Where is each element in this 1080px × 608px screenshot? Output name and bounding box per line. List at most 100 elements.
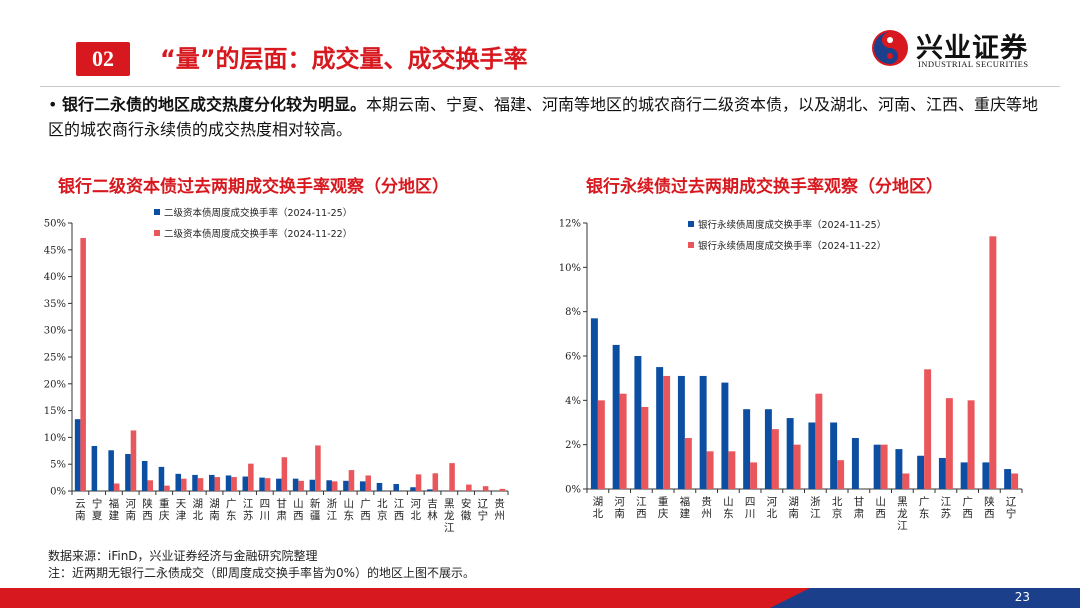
legend-swatch: [154, 209, 160, 215]
bar-previous-河南: [619, 393, 627, 489]
bar-current-广东: [225, 475, 232, 491]
bar-current-贵州: [699, 375, 707, 489]
logo-chinese-text: 兴业证券: [916, 33, 1028, 64]
y-tick-label: 35%: [44, 299, 66, 310]
bar-previous-吉林: [432, 473, 439, 491]
bar-previous-重庆: [164, 485, 170, 491]
legend-label: 二级资本债周度成交换手率（2024-11-22）: [164, 228, 352, 240]
bar-current-山西: [873, 444, 881, 489]
bullet-dot-icon: •: [48, 95, 58, 114]
x-tick-label: 贵州: [494, 497, 505, 522]
bar-previous-北京: [837, 460, 845, 489]
x-tick-label: 北京: [832, 496, 843, 520]
x-tick-label: 安徽: [461, 497, 472, 522]
bar-current-湖北: [192, 474, 198, 491]
summary-bold-text: 银行二永债的地区成交热度分化较为明显。: [62, 95, 367, 114]
legend-swatch: [688, 242, 694, 248]
summary-text: 本期云南、宁夏、福建、河南等地区的城农商行二级资本债，以及湖北、河南、江西、重庆…: [48, 95, 1039, 139]
bar-current-河南: [125, 454, 131, 491]
bar-previous-山西: [880, 444, 888, 489]
brand-logo: 兴业证券 INDUSTRIAL SECURITIES: [870, 26, 1060, 72]
x-tick-label: 江西: [636, 496, 647, 520]
logo-mark-icon: [872, 30, 908, 66]
page-number: 23: [1014, 590, 1030, 604]
x-tick-label: 四川: [260, 498, 271, 522]
bar-current-山西: [292, 478, 299, 491]
y-tick-label: 20%: [44, 379, 66, 390]
bar-previous-四川: [264, 478, 271, 491]
bar-current-河北: [764, 409, 772, 489]
x-tick-label: 云南: [75, 498, 86, 522]
x-tick-label: 河北: [767, 496, 778, 520]
y-tick-label: 0%: [50, 487, 66, 498]
bar-current-浙江: [326, 480, 332, 491]
bar-previous-湖北: [197, 478, 204, 491]
bar-previous-江苏: [248, 463, 254, 491]
x-tick-label: 黑龙江: [444, 498, 455, 534]
bar-current-湖南: [786, 418, 794, 489]
bar-current-广西: [359, 481, 366, 491]
chart1-title: 银行二级资本债过去两期成交换手率观察（分地区）: [58, 177, 449, 197]
x-tick-label: 辽宁: [1006, 496, 1017, 520]
x-tick-label: 河南: [614, 496, 625, 520]
x-tick-label: 山西: [293, 498, 304, 522]
bar-previous-辽宁: [1011, 473, 1019, 489]
bar-current-广东: [917, 455, 925, 489]
x-tick-label: 黑龙江: [897, 496, 908, 532]
y-tick-label: 4%: [565, 396, 581, 407]
y-tick-label: 15%: [44, 406, 66, 417]
x-tick-label: 新疆: [310, 497, 321, 522]
x-tick-label: 甘肃: [854, 495, 865, 520]
bar-current-甘肃: [851, 438, 859, 489]
x-tick-label: 贵州: [701, 495, 712, 520]
x-tick-label: 浙江: [327, 498, 338, 522]
bar-current-江苏: [242, 476, 249, 491]
bar-previous-山东: [728, 451, 736, 489]
bar-previous-广西: [967, 400, 975, 489]
x-tick-label: 湖南: [788, 496, 799, 520]
section-number-badge: 02: [76, 42, 130, 76]
x-tick-label: 吉林: [427, 498, 438, 522]
x-tick-label: 河北: [411, 498, 422, 522]
y-tick-label: 5%: [50, 460, 66, 471]
legend-label: 银行永续债周度成交换手率（2024-11-25）: [698, 219, 886, 231]
legend-label: 二级资本债周度成交换手率（2024-11-25）: [164, 207, 352, 219]
footer-bar: [0, 588, 1080, 608]
y-tick-label: 2%: [565, 440, 581, 451]
x-tick-label: 广东: [226, 498, 237, 522]
bar-previous-云南: [80, 238, 86, 491]
y-tick-label: 30%: [44, 326, 66, 337]
x-tick-label: 山西: [875, 496, 886, 520]
y-tick-label: 25%: [44, 353, 66, 364]
x-tick-label: 湖北: [193, 498, 204, 522]
x-tick-label: 福建: [680, 495, 691, 520]
page-title: “量”的层面：成交量、成交换手率: [160, 45, 528, 73]
bar-current-云南: [74, 419, 81, 491]
y-tick-label: 10%: [559, 263, 581, 274]
bar-current-山东: [343, 480, 349, 491]
x-tick-label: 河南: [125, 498, 136, 522]
legend-label: 银行永续债周度成交换手率（2024-11-22）: [698, 240, 886, 252]
x-tick-label: 宁夏: [92, 497, 103, 522]
chart-perpetual-turnover: 0% 2% 4% 6% 8% 10% 12% 湖北河南江西重庆福建贵州山东四川河北湖南浙江北京…: [559, 219, 1023, 532]
bar-previous-重庆: [663, 375, 671, 489]
x-tick-label: 浙江: [810, 496, 821, 520]
bar-previous-河南: [130, 430, 137, 491]
legend-swatch: [154, 230, 160, 236]
bar-current-甘肃: [276, 478, 282, 491]
x-tick-label: 四川: [745, 496, 756, 520]
chart-tier2-capital-turnover: 0% 5% 10% 15% 20% 25% 30% 35% 40% 45% 50% 云南宁夏福建河南陕…: [44, 207, 509, 534]
bar-previous-广西: [365, 475, 371, 491]
bar-previous-江西: [641, 406, 649, 489]
bar-current-北京: [830, 422, 838, 489]
footnote: 注：近两期无银行二永债成交（即周度成交换手率皆为0%）的地区上图不展示。: [48, 566, 476, 580]
logo-english-text: INDUSTRIAL SECURITIES: [918, 59, 1029, 69]
bar-previous-甘肃: [281, 457, 288, 491]
bar-previous-贵州: [499, 488, 506, 491]
y-tick-label: 6%: [565, 352, 581, 363]
bar-current-吉林: [427, 489, 433, 491]
summary-bullet: • 银行二永债的地区成交热度分化较为明显。本期云南、宁夏、福建、河南等地区的城农商…: [48, 92, 1048, 142]
x-tick-label: 广西: [360, 498, 371, 522]
x-tick-label: 甘肃: [276, 497, 287, 522]
y-tick-label: 10%: [44, 433, 66, 444]
